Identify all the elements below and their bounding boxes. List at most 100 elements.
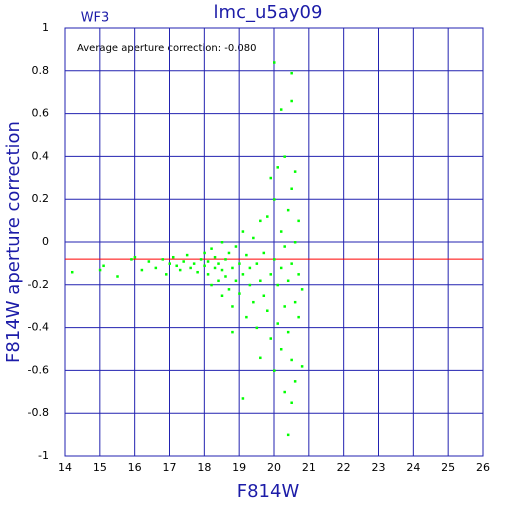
- x-tick-label: 23: [372, 461, 386, 474]
- point: [165, 273, 168, 276]
- point: [182, 260, 185, 263]
- point: [213, 255, 217, 259]
- point: [269, 337, 273, 340]
- point: [279, 348, 283, 351]
- point: [178, 268, 182, 272]
- point: [147, 260, 151, 263]
- point: [206, 273, 210, 276]
- y-tick-label: 0.4: [32, 149, 50, 162]
- point: [175, 264, 178, 268]
- y-tick-label: 0.8: [32, 64, 50, 77]
- point: [102, 264, 105, 268]
- point: [286, 433, 290, 437]
- point: [259, 279, 262, 283]
- point: [210, 283, 213, 287]
- point: [133, 255, 137, 259]
- point: [286, 208, 290, 212]
- point: [279, 230, 283, 233]
- point: [262, 251, 266, 255]
- x-tick-label: 19: [232, 461, 246, 474]
- point: [241, 273, 245, 276]
- point: [279, 266, 283, 270]
- point: [220, 268, 224, 272]
- y-tick-label: -0.6: [28, 363, 49, 376]
- point: [273, 369, 276, 372]
- point: [245, 253, 248, 257]
- point: [276, 283, 279, 287]
- point: [196, 270, 199, 274]
- point: [290, 262, 293, 265]
- x-tick-label: 14: [58, 461, 72, 474]
- point: [154, 266, 158, 270]
- point: [259, 219, 262, 223]
- point: [255, 326, 259, 330]
- x-tick-label: 20: [267, 461, 281, 474]
- point: [227, 288, 231, 291]
- point: [70, 270, 74, 274]
- point: [293, 300, 297, 304]
- point: [192, 262, 196, 265]
- point: [283, 245, 286, 248]
- point: [199, 258, 203, 261]
- point: [290, 187, 293, 190]
- point: [231, 266, 234, 270]
- point: [231, 305, 234, 308]
- y-tick-label: -0.4: [28, 321, 49, 334]
- point: [266, 215, 269, 218]
- point: [189, 266, 192, 270]
- point: [203, 251, 206, 255]
- annotation: Average aperture correction: -0.080: [77, 43, 257, 54]
- point: [206, 260, 210, 263]
- point: [98, 268, 102, 272]
- x-tick-label: 22: [337, 461, 351, 474]
- point: [269, 273, 273, 276]
- point: [161, 258, 165, 261]
- point: [252, 300, 255, 304]
- point: [276, 166, 279, 169]
- point: [293, 241, 297, 244]
- point: [293, 170, 297, 173]
- point: [286, 279, 290, 283]
- point: [276, 322, 279, 325]
- point: [224, 258, 227, 261]
- chart-title: lmc_u5ay09: [214, 2, 323, 23]
- point: [290, 358, 293, 362]
- point: [300, 288, 304, 291]
- point: [252, 236, 255, 240]
- y-tick-label: 0: [42, 235, 49, 248]
- point: [210, 247, 213, 250]
- point: [297, 315, 300, 319]
- point: [273, 198, 276, 201]
- x-tick-label: 17: [163, 461, 177, 474]
- point: [286, 330, 290, 334]
- x-tick-label: 24: [406, 461, 420, 474]
- point: [290, 71, 293, 75]
- point: [168, 262, 171, 265]
- point: [220, 241, 224, 244]
- x-tick-label: 26: [476, 461, 490, 474]
- point: [248, 283, 252, 287]
- x-tick-label: 18: [197, 461, 211, 474]
- point: [130, 258, 133, 261]
- point: [241, 397, 245, 400]
- x-tick-label: 15: [93, 461, 107, 474]
- point: [293, 380, 297, 383]
- y-tick-label: 0.2: [32, 192, 50, 205]
- point: [279, 108, 283, 111]
- point: [248, 266, 252, 270]
- point: [213, 266, 217, 270]
- y-tick-label: 0.6: [32, 107, 50, 120]
- point: [241, 230, 245, 233]
- point: [238, 292, 241, 295]
- point: [234, 279, 238, 283]
- point: [269, 176, 273, 180]
- point: [227, 251, 231, 255]
- point: [283, 390, 286, 394]
- point: [220, 294, 224, 297]
- point: [297, 219, 300, 223]
- point: [185, 253, 189, 257]
- point: [203, 264, 206, 268]
- x-tick-label: 16: [128, 461, 142, 474]
- point: [273, 61, 276, 64]
- x-axis-label: F814W: [237, 481, 300, 502]
